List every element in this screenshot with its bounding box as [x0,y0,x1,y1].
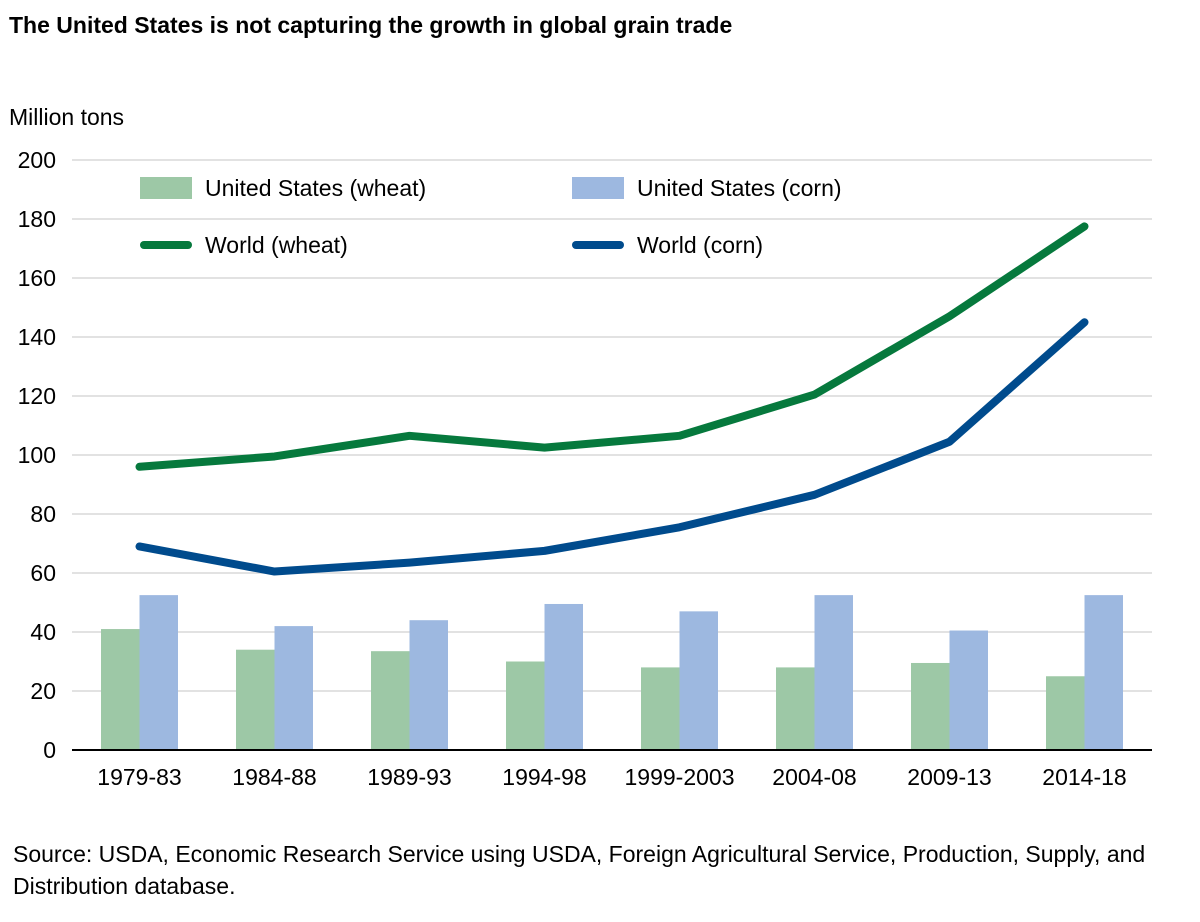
y-tick-label: 180 [18,206,56,232]
y-tick-label: 20 [30,678,56,704]
x-tick-label: 1984-88 [232,764,316,790]
bar-united-states-wheat- [776,667,815,750]
y-tick-label: 60 [30,560,56,586]
legend-label: United States (corn) [637,175,842,201]
bar-united-states-corn- [409,620,448,750]
legend-label: World (corn) [637,232,763,258]
x-tick-label: 2009-13 [907,764,991,790]
bar-united-states-corn- [1084,595,1123,750]
x-tick-label: 1979-83 [97,764,181,790]
y-tick-label: 100 [18,442,56,468]
bar-united-states-corn- [679,611,718,750]
bar-united-states-wheat- [506,661,545,750]
legend-swatch [140,177,192,199]
bar-united-states-wheat- [1046,676,1085,750]
bar-united-states-corn- [274,626,313,750]
bar-united-states-corn- [544,603,583,750]
y-tick-label: 40 [30,619,56,645]
x-tick-label: 2014-18 [1042,764,1126,790]
y-tick-label: 120 [18,383,56,409]
bar-united-states-wheat- [371,651,410,750]
source-note: Source: USDA, Economic Research Service … [13,841,1146,899]
x-tick-label: 2004-08 [772,764,856,790]
line-world-corn- [135,318,1089,576]
chart-title: The United States is not capturing the g… [9,12,733,38]
bar-united-states-wheat- [236,649,275,750]
legend-swatch [572,177,624,199]
bar-united-states-wheat- [911,662,950,750]
legend-label: United States (wheat) [205,175,426,201]
y-axis-label: Million tons [9,104,125,130]
bar-united-states-corn- [814,595,853,750]
bar-united-states-corn- [949,630,988,750]
y-tick-label: 160 [18,265,56,291]
line-world-wheat- [135,222,1089,471]
x-tick-label: 1994-98 [502,764,586,790]
bar-united-states-corn- [139,595,178,750]
y-tick-label: 80 [30,501,56,527]
legend-label: World (wheat) [205,232,348,258]
bar-united-states-wheat- [641,667,680,750]
y-tick-label: 0 [43,737,56,763]
bar-united-states-wheat- [101,629,140,750]
x-tick-label: 1989-93 [367,764,451,790]
y-tick-label: 200 [18,147,56,173]
x-tick-label: 1999-2003 [625,764,735,790]
y-tick-label: 140 [18,324,56,350]
